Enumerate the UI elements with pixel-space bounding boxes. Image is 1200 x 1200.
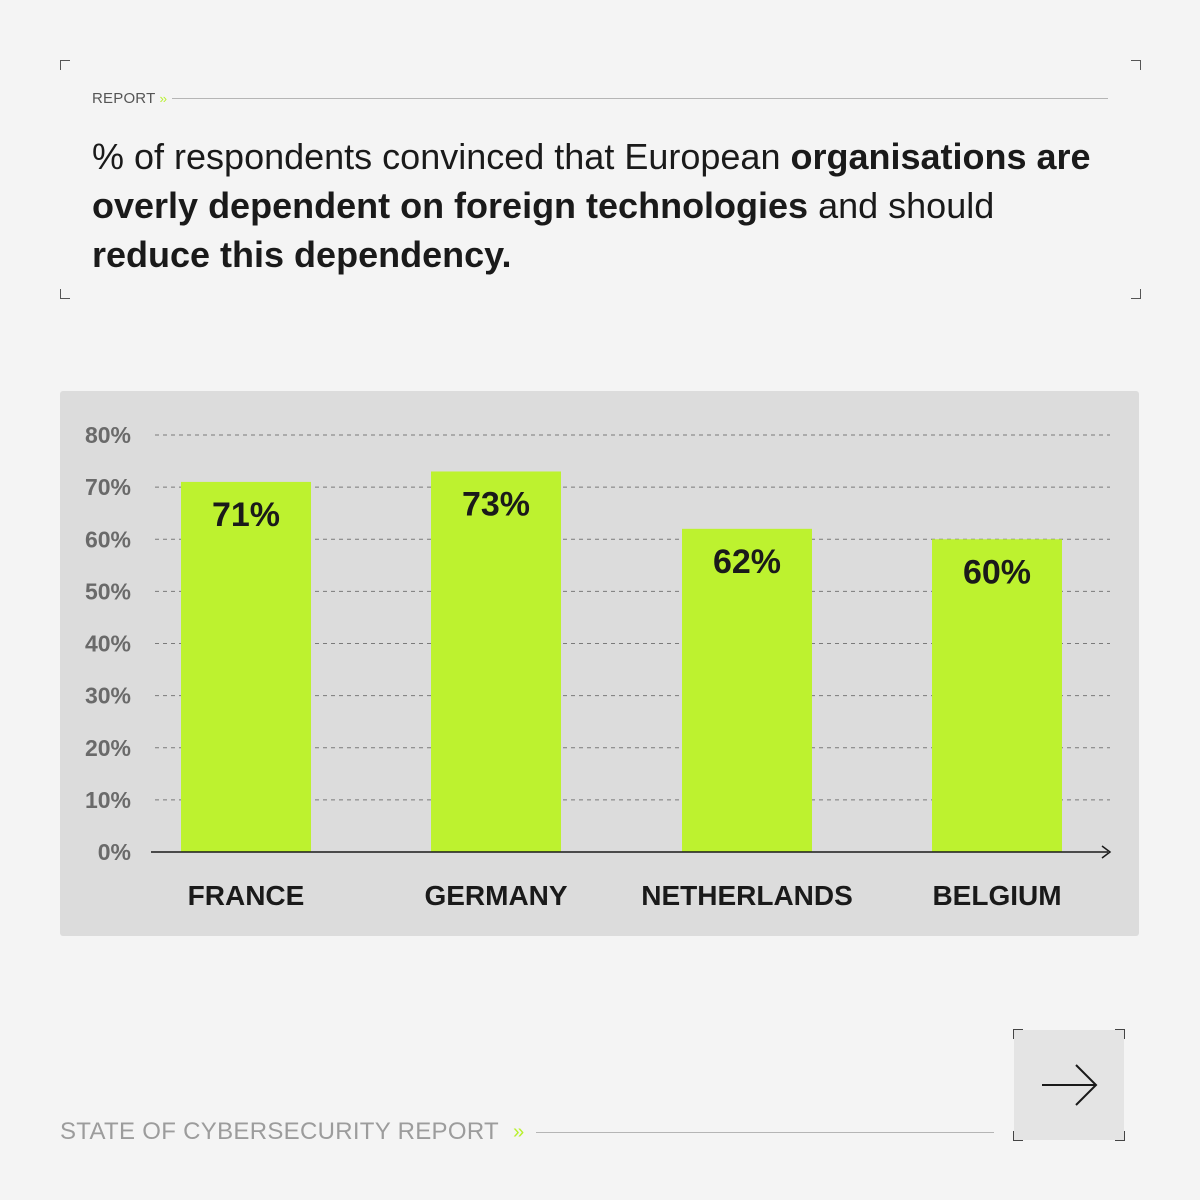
footer-divider xyxy=(536,1131,994,1133)
bar xyxy=(682,528,812,852)
bar-value-label: 60% xyxy=(963,553,1031,591)
button-corner xyxy=(1115,1131,1125,1141)
y-tick-label: 80% xyxy=(85,422,131,448)
y-tick-label: 10% xyxy=(85,787,131,813)
button-corner xyxy=(1115,1029,1125,1039)
footer-label: STATE OF CYBERSECURITY REPORT xyxy=(60,1118,499,1145)
bar-value-label: 71% xyxy=(212,496,280,534)
bar-value-label: 62% xyxy=(713,543,781,581)
y-tick-label: 40% xyxy=(85,631,131,657)
section-label: REPORT xyxy=(92,89,156,107)
headline-part-1: % of respondents convinced that European xyxy=(92,136,791,177)
section-header: REPORT ›› xyxy=(92,88,1108,108)
y-tick-label: 50% xyxy=(85,578,131,604)
chart-panel: 0% 10% 20% 30% 40% 50% 60% 70% 80% 71% FRANCE 73% GE… xyxy=(60,391,1139,936)
bar-value-label: 73% xyxy=(462,485,530,523)
footer: STATE OF CYBERSECURITY REPORT ›› xyxy=(60,1118,994,1146)
y-tick-label: 30% xyxy=(85,683,131,709)
bar xyxy=(181,481,311,852)
bar-chart: 0% 10% 20% 30% 40% 50% 60% 70% 80% 71% FRANCE 73% GE… xyxy=(85,422,1112,911)
headline-bold-1: organisations are overly dependent on fo… xyxy=(92,136,1091,226)
frame-corner-top-right xyxy=(1131,60,1141,70)
frame-corner-top-left xyxy=(60,60,70,70)
arrow-right-icon xyxy=(1042,1064,1098,1106)
chevron-right-double-icon: ›› xyxy=(159,90,167,106)
x-category-label: FRANCE xyxy=(188,880,305,911)
y-tick-label: 60% xyxy=(85,526,131,552)
button-corner xyxy=(1013,1029,1023,1039)
y-tick-label: 0% xyxy=(98,839,131,865)
frame-corner-bottom-right xyxy=(1131,289,1141,299)
chevron-right-double-icon: ›› xyxy=(513,1120,524,1143)
x-category-label: GERMANY xyxy=(424,880,567,911)
x-category-label: BELGIUM xyxy=(932,880,1061,911)
bar xyxy=(431,471,561,852)
button-corner xyxy=(1013,1131,1023,1141)
headline-bold-2: reduce this dependency. xyxy=(92,234,512,275)
frame-corner-bottom-left xyxy=(60,289,70,299)
headline: % of respondents convinced that European… xyxy=(92,132,1122,279)
headline-part-2: and should xyxy=(808,185,995,226)
next-button[interactable] xyxy=(1013,1029,1125,1141)
y-tick-label: 70% xyxy=(85,474,131,500)
header-divider xyxy=(172,97,1108,99)
x-category-label: NETHERLANDS xyxy=(641,880,853,911)
x-axis-arrow-icon xyxy=(1101,845,1112,859)
bar xyxy=(932,539,1062,852)
y-tick-label: 20% xyxy=(85,735,131,761)
